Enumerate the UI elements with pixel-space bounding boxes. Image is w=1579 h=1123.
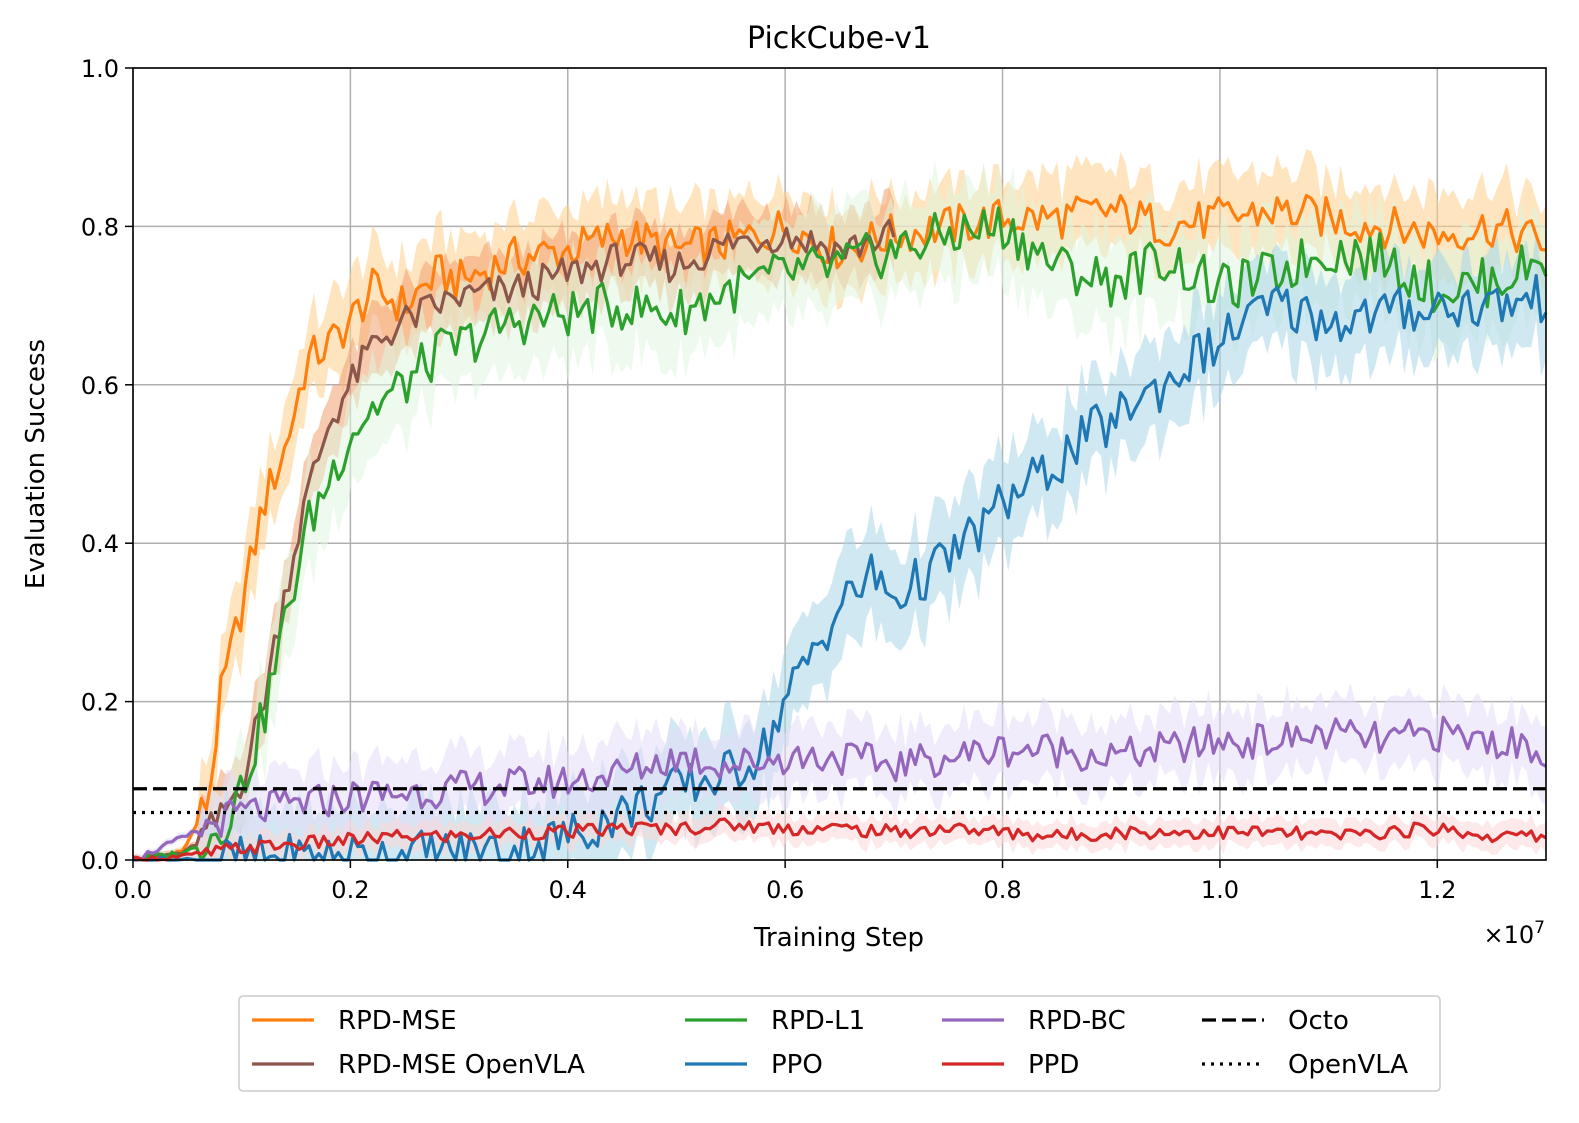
- legend-item-octo: Octo: [1202, 1006, 1349, 1036]
- x-tick-label: 0.0: [114, 876, 152, 904]
- legend-label: PPD: [1028, 1050, 1079, 1080]
- legend-item-rpd-mse-openvla: RPD-MSE OpenVLA: [252, 1050, 585, 1080]
- legend-label: PPO: [771, 1050, 823, 1080]
- legend-item-rpd-l1: RPD-L1: [685, 1006, 865, 1036]
- legend-item-ppd: PPD: [942, 1050, 1079, 1080]
- x-tick-label: 0.8: [983, 876, 1021, 904]
- x-axis-ticks: 0.0 0.2 0.4 0.6 0.8 1.0 1.2: [114, 860, 1456, 904]
- y-axis-label: Evaluation Success: [21, 339, 51, 589]
- x-tick-label: 1.0: [1201, 876, 1239, 904]
- legend-item-rpd-bc: RPD-BC: [942, 1006, 1126, 1036]
- y-tick-label: 0.8: [81, 213, 119, 241]
- legend-frame: [238, 995, 1441, 1092]
- chart-title: PickCube-v1: [747, 21, 931, 56]
- legend-label: OpenVLA: [1288, 1050, 1408, 1080]
- series-band-ppo: [133, 230, 1546, 860]
- legend-item-rpd-mse: RPD-MSE: [252, 1006, 457, 1036]
- legend: RPD-MSE RPD-MSE OpenVLA RPD-L1 PPO RPD-BC PPD…: [238, 995, 1441, 1092]
- series-line-rpd-bc: [133, 715, 1547, 862]
- legend-item-openvla: OpenVLA: [1202, 1050, 1408, 1080]
- legend-label: RPD-L1: [771, 1006, 865, 1036]
- x-tick-label: 0.2: [331, 876, 369, 904]
- legend-label: RPD-MSE OpenVLA: [338, 1050, 585, 1080]
- x-axis-label: Training Step: [753, 923, 924, 953]
- x-tick-label: 0.4: [549, 876, 587, 904]
- y-tick-label: 1.0: [81, 55, 119, 83]
- x-axis-scale-label: ×107: [1484, 918, 1545, 949]
- legend-label: RPD-MSE: [338, 1006, 457, 1036]
- x-tick-label: 0.6: [766, 876, 804, 904]
- legend-label: RPD-BC: [1028, 1006, 1126, 1036]
- series-line-rpd-l1: [132, 206, 1548, 862]
- y-tick-label: 0.2: [81, 689, 119, 717]
- y-axis-ticks: 0.0 0.2 0.4 0.6 0.8 1.0: [81, 55, 133, 875]
- y-tick-label: 0.0: [81, 847, 119, 875]
- legend-item-ppo: PPO: [685, 1050, 823, 1080]
- y-tick-label: 0.4: [81, 530, 119, 558]
- y-tick-label: 0.6: [81, 372, 119, 400]
- series-line-ppd: [132, 817, 1547, 862]
- series-band-ppd: [133, 803, 1546, 860]
- legend-label: Octo: [1288, 1006, 1349, 1036]
- plot-frame: [132, 67, 1547, 861]
- series-line-rpd-mse: [132, 193, 1547, 862]
- x-tick-label: 1.2: [1418, 876, 1456, 904]
